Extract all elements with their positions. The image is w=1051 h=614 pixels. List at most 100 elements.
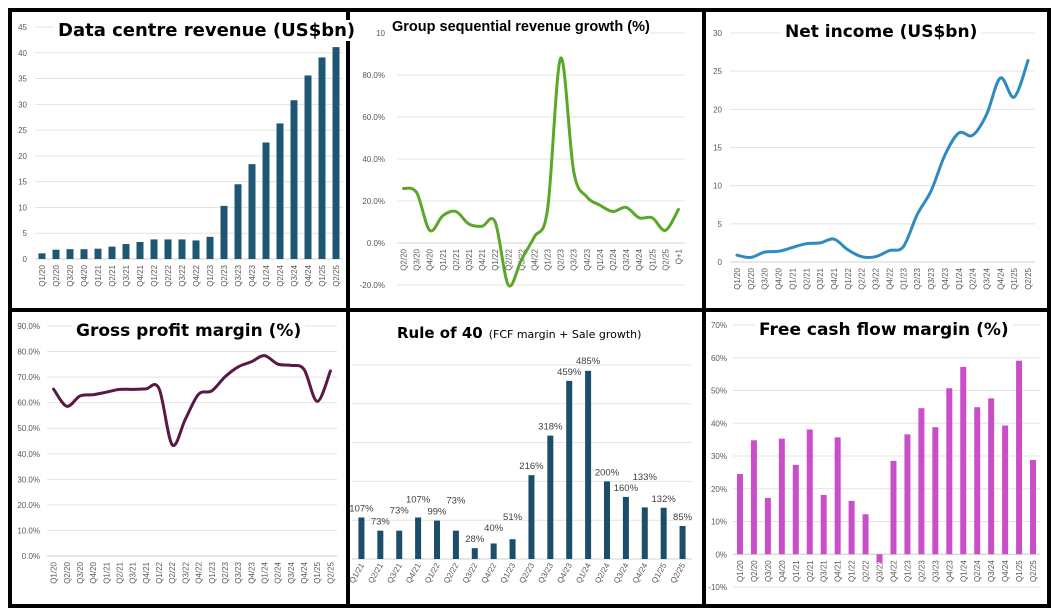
y-tick-label: 50.0% <box>17 424 40 433</box>
y-tick-label: 0 <box>23 255 28 264</box>
y-tick-label: 20 <box>18 152 27 161</box>
x-tick-label: Q3/23 <box>570 248 579 270</box>
x-tick-label: Q2/21 <box>116 561 125 583</box>
x-tick-label: Q2/25 <box>661 248 670 270</box>
x-tick-label: Q1/20 <box>733 267 742 289</box>
x-tick-label: Q2/22 <box>862 560 871 582</box>
x-tick-label: Q4/24 <box>996 267 1005 289</box>
x-tick-label: Q4/23 <box>247 561 256 583</box>
bar <box>396 530 403 559</box>
x-tick-label: Q2/25 <box>332 264 341 286</box>
x-tick-label: Q1/21 <box>792 560 801 582</box>
x-tick-label: Q4/22 <box>889 560 898 582</box>
x-tick-label: Q1/23 <box>499 561 518 585</box>
y-tick-label: 30% <box>711 452 727 461</box>
y-tick-label: 20% <box>711 485 727 494</box>
y-tick-label: 20.0% <box>17 501 40 510</box>
x-tick-label: Q3/22 <box>872 267 881 289</box>
y-tick-label: 60.0% <box>362 113 385 122</box>
x-tick-label: Q2/23 <box>917 560 926 582</box>
bar <box>585 370 592 559</box>
y-tick-label: 60% <box>711 354 727 363</box>
y-tick-label: 30 <box>713 29 722 38</box>
y-tick-label: 10% <box>711 518 727 527</box>
bar <box>276 123 284 259</box>
x-tick-label: Q1/25 <box>1015 560 1024 582</box>
x-tick-label: Q1/23 <box>544 248 553 270</box>
x-tick-label: Q4/23 <box>248 264 257 286</box>
x-tick-label: Q4/21 <box>834 560 843 582</box>
x-tick-label: Q4/22 <box>480 561 499 585</box>
x-tick-label: Q4/20 <box>426 248 435 270</box>
x-tick-label: Q1/20 <box>736 560 745 582</box>
x-tick-label: Q2/22 <box>858 267 867 289</box>
data-label: 107% <box>349 503 374 514</box>
bar <box>377 530 384 559</box>
x-tick-label: Q4/22 <box>192 264 201 286</box>
x-tick-label: Q1/21 <box>94 264 103 286</box>
x-tick-label: Q4/21 <box>142 561 151 583</box>
chart-title-gross-profit-margin: Gross profit margin (%) <box>72 321 306 341</box>
bar <box>736 474 743 555</box>
bar <box>150 239 158 259</box>
bar <box>660 507 667 559</box>
x-tick-label: Q2/23 <box>557 248 566 270</box>
x-tick-label: Q1/25 <box>313 561 322 583</box>
x-tick-label: Q3/23 <box>931 560 940 582</box>
x-tick-label: Q2/25 <box>326 561 335 583</box>
bar <box>234 184 242 259</box>
x-tick-label: Q1/21 <box>439 248 448 270</box>
bar <box>848 500 855 555</box>
x-tick-label: Q2/23 <box>517 561 536 585</box>
data-label: 133% <box>633 472 658 483</box>
chart-title-net-income: Net income (US$bn) <box>781 22 982 42</box>
x-tick-label: Q3/20 <box>761 267 770 289</box>
y-tick-label: 15 <box>18 178 27 187</box>
x-tick-label: Q3/20 <box>764 560 773 582</box>
x-tick-label: Q1/25 <box>648 248 657 270</box>
x-tick-label: Q2/24 <box>969 267 978 289</box>
data-label: 459% <box>557 367 582 378</box>
x-tick-label: Q4/20 <box>778 560 787 582</box>
bar <box>52 249 60 259</box>
x-tick-label: Q2/25 <box>1029 560 1038 582</box>
y-tick-label: 0% <box>715 550 727 559</box>
x-tick-label: Q2/23 <box>221 561 230 583</box>
bar <box>641 507 648 559</box>
y-tick-label: -10% <box>708 583 727 592</box>
bar <box>332 47 340 260</box>
y-tick-label: 40.0% <box>362 155 385 164</box>
x-tick-label: Q3/24 <box>987 560 996 582</box>
x-tick-label: Q2/25 <box>669 561 688 585</box>
x-tick-label: Q4/23 <box>583 248 592 270</box>
x-tick-label: Q4/21 <box>830 267 839 289</box>
x-tick-label: Q3/21 <box>122 264 131 286</box>
x-tick-label: Q2/21 <box>108 264 117 286</box>
y-tick-label: 40.0% <box>17 450 40 459</box>
y-tick-label: 70% <box>711 321 727 330</box>
chart-title-text: Gross profit margin (%) <box>76 321 302 341</box>
bar <box>434 520 440 559</box>
data-label: 85% <box>673 512 693 523</box>
y-tick-label: 70.0% <box>17 373 40 382</box>
y-tick-label: 45 <box>18 23 27 32</box>
bar <box>38 253 46 259</box>
bar <box>679 526 686 559</box>
x-tick-label: Q2/20 <box>747 267 756 289</box>
y-tick-label: 0.0% <box>367 239 385 248</box>
x-tick-label: Q1/24 <box>596 248 605 270</box>
x-tick-label: Q4/20 <box>80 264 89 286</box>
bar <box>862 514 869 555</box>
bar <box>290 100 298 259</box>
bar <box>890 460 897 555</box>
bar <box>876 554 883 563</box>
y-tick-label: 10.0% <box>17 526 40 535</box>
y-tick-label: 10 <box>376 29 385 38</box>
x-tick-label: Q3/24 <box>612 561 631 585</box>
x-tick-label: Q1/24 <box>262 264 271 286</box>
x-tick-label: Q1/25 <box>1010 267 1019 289</box>
y-tick-label: 25 <box>18 126 27 135</box>
data-label: 318% <box>538 422 563 433</box>
x-tick-label: Q3/23 <box>536 561 555 585</box>
